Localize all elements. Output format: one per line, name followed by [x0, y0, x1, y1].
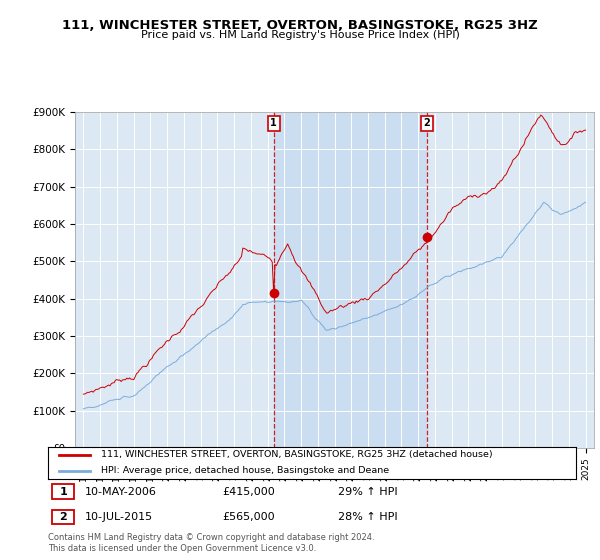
- Text: Contains HM Land Registry data © Crown copyright and database right 2024.
This d: Contains HM Land Registry data © Crown c…: [48, 533, 374, 553]
- Text: 111, WINCHESTER STREET, OVERTON, BASINGSTOKE, RG25 3HZ: 111, WINCHESTER STREET, OVERTON, BASINGS…: [62, 18, 538, 32]
- Text: 10-MAY-2006: 10-MAY-2006: [85, 487, 157, 497]
- Text: 2: 2: [424, 118, 430, 128]
- Text: 28% ↑ HPI: 28% ↑ HPI: [338, 512, 398, 522]
- Text: 2: 2: [59, 512, 67, 522]
- Text: Price paid vs. HM Land Registry's House Price Index (HPI): Price paid vs. HM Land Registry's House …: [140, 30, 460, 40]
- Text: £415,000: £415,000: [222, 487, 275, 497]
- Text: 10-JUL-2015: 10-JUL-2015: [85, 512, 153, 522]
- Text: HPI: Average price, detached house, Basingstoke and Deane: HPI: Average price, detached house, Basi…: [101, 466, 389, 475]
- Text: 29% ↑ HPI: 29% ↑ HPI: [338, 487, 398, 497]
- Text: 1: 1: [59, 487, 67, 497]
- Text: 111, WINCHESTER STREET, OVERTON, BASINGSTOKE, RG25 3HZ (detached house): 111, WINCHESTER STREET, OVERTON, BASINGS…: [101, 450, 493, 459]
- FancyBboxPatch shape: [52, 510, 74, 524]
- FancyBboxPatch shape: [52, 484, 74, 499]
- Text: 1: 1: [271, 118, 277, 128]
- Text: £565,000: £565,000: [222, 512, 275, 522]
- Bar: [274, 112, 427, 448]
